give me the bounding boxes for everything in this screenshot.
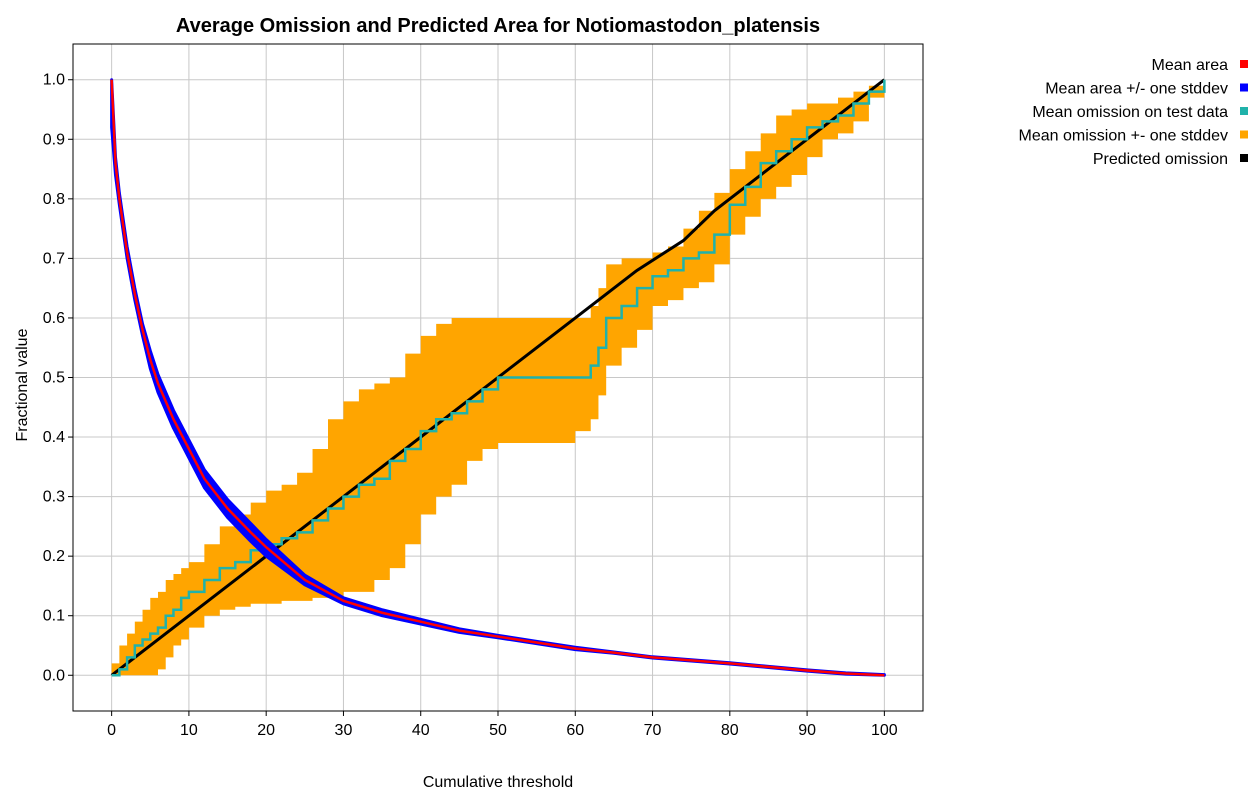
x-tick-label: 10 xyxy=(180,722,198,739)
legend-swatch xyxy=(1240,131,1248,139)
x-axis-label: Cumulative threshold xyxy=(423,774,573,791)
x-tick-label: 90 xyxy=(798,722,816,739)
legend-label: Predicted omission xyxy=(1093,151,1228,168)
chart-title: Average Omission and Predicted Area for … xyxy=(176,15,820,37)
x-tick-label: 50 xyxy=(489,722,507,739)
x-tick-label: 80 xyxy=(721,722,739,739)
y-tick-label: 0.4 xyxy=(43,429,65,446)
legend-swatch xyxy=(1240,84,1248,92)
legend-swatch xyxy=(1240,107,1248,115)
y-tick-label: 0.2 xyxy=(43,548,65,565)
y-tick-label: 0.8 xyxy=(43,191,65,208)
legend-swatch xyxy=(1240,60,1248,68)
x-tick-label: 60 xyxy=(566,722,584,739)
x-tick-label: 0 xyxy=(107,722,116,739)
y-tick-label: 0.9 xyxy=(43,131,65,148)
x-tick-label: 20 xyxy=(257,722,275,739)
legend-label: Mean omission on test data xyxy=(1032,104,1228,121)
x-tick-label: 40 xyxy=(412,722,430,739)
y-tick-label: 0.1 xyxy=(43,608,65,625)
y-tick-label: 0.7 xyxy=(43,250,65,267)
y-tick-label: 0.5 xyxy=(43,370,65,387)
legend-label: Mean omission +- one stddev xyxy=(1019,128,1228,145)
y-tick-label: 0.3 xyxy=(43,489,65,506)
y-tick-label: 0.6 xyxy=(43,310,65,327)
y-axis-label: Fractional value xyxy=(14,328,31,441)
x-tick-label: 100 xyxy=(871,722,898,739)
plot-area xyxy=(73,44,923,711)
legend-label: Mean area +/- one stddev xyxy=(1045,81,1228,98)
legend-swatch xyxy=(1240,154,1248,162)
y-tick-label: 1.0 xyxy=(43,72,65,89)
legend-label: Mean area xyxy=(1152,57,1229,74)
x-tick-label: 30 xyxy=(335,722,353,739)
x-tick-label: 70 xyxy=(644,722,662,739)
y-tick-label: 0.0 xyxy=(43,667,65,684)
